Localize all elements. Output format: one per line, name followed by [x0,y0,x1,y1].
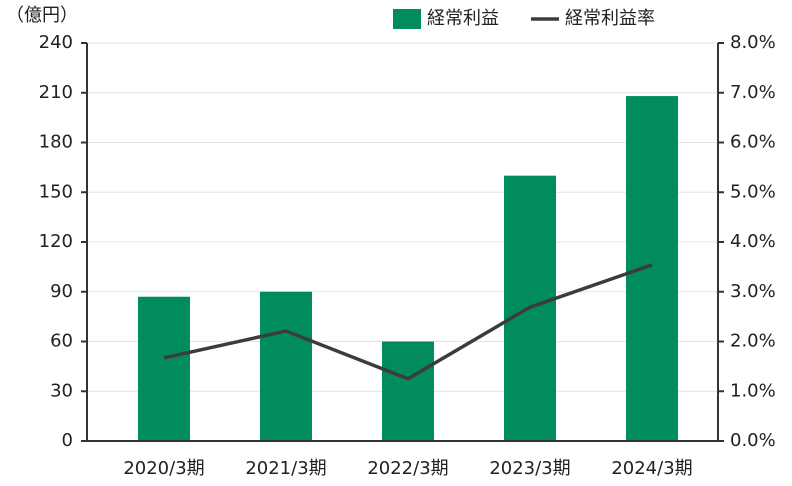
x-tick-label: 2021/3期 [245,458,326,479]
legend-label: 経常利益率 [565,8,655,29]
y2-tick-label: 5.0% [730,181,776,202]
x-tick-label: 2023/3期 [489,458,570,479]
y2-tick-label: 6.0% [730,132,776,153]
line [163,263,653,381]
y-tick-label: 90 [50,281,73,302]
y2-tick-label: 4.0% [730,231,776,252]
y2-tick-label: 2.0% [730,331,776,352]
y2-tick-label: 0.0% [730,430,776,451]
x-tick-label: 2024/3期 [611,458,692,479]
y-tick-label: 60 [50,331,73,352]
x-tick-label: 2022/3期 [367,458,448,479]
y-tick-label: 150 [39,181,73,202]
y2-tick-label: 7.0% [730,82,776,103]
y-tick-label: 0 [62,430,73,451]
legend-label: 経常利益 [427,8,499,29]
y-unit-label: （億円） [6,5,78,26]
legend-swatch [393,9,421,29]
bar [382,341,434,441]
y-tick-label: 180 [39,132,73,153]
y2-tick-label: 1.0% [730,380,776,401]
bar [138,296,190,441]
bar [260,291,312,441]
x-tick-label: 2020/3期 [123,458,204,479]
y-tick-label: 30 [50,380,73,401]
y-tick-label: 120 [39,231,73,252]
y-tick-label: 240 [39,32,73,53]
y2-tick-label: 3.0% [730,281,776,302]
bar [626,96,678,442]
y-tick-label: 210 [39,82,73,103]
y2-tick-label: 8.0% [730,32,776,53]
